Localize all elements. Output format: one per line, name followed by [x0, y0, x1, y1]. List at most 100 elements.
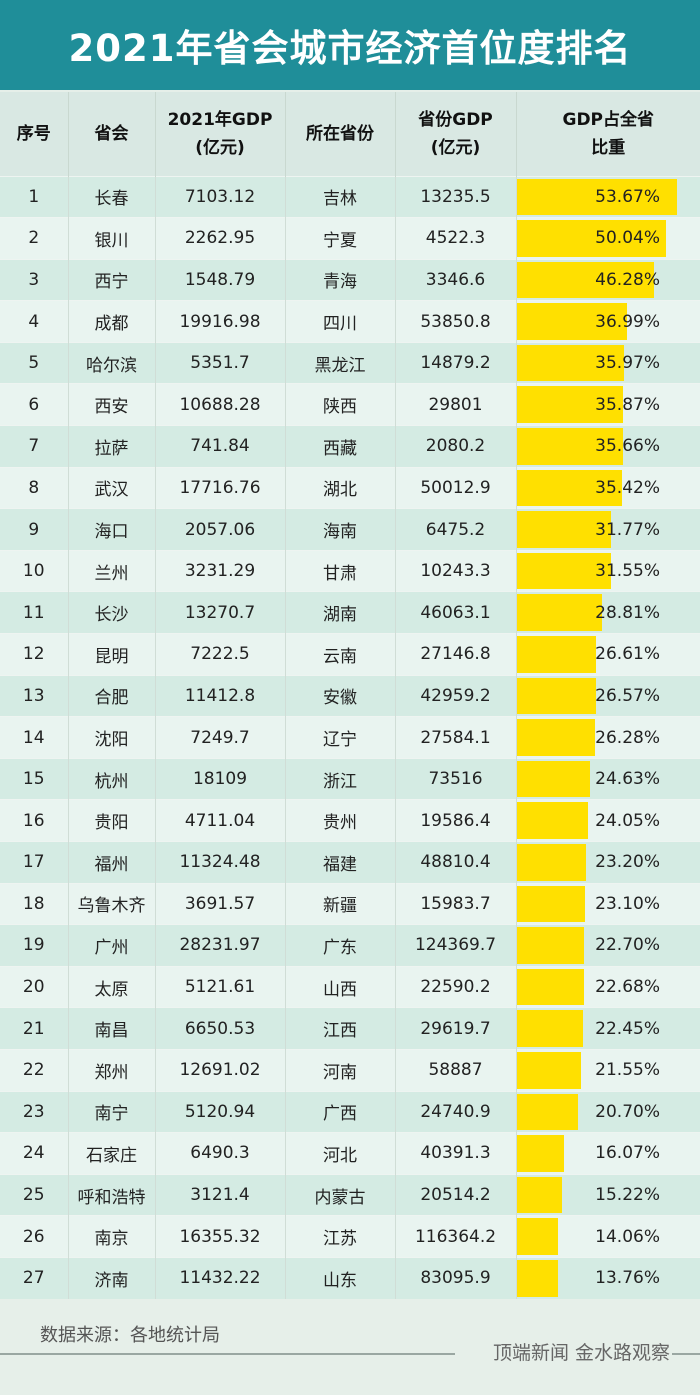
table-row: 24 石家庄 6490.3 河北 40391.3 16.07% — [0, 1132, 700, 1175]
share-label: 22.70% — [595, 935, 660, 956]
cell-gdp: 11432.22 — [155, 1256, 286, 1300]
cell-prov: 宁夏 — [285, 217, 396, 260]
cell-idx: 23 — [0, 1090, 69, 1133]
share-bar — [516, 885, 586, 923]
table-row: 17 福州 11324.48 福建 48810.4 23.20% — [0, 841, 700, 884]
cell-city: 沈阳 — [68, 716, 156, 759]
cell-pgdp: 4522.3 — [395, 217, 517, 260]
cell-pgdp: 24740.9 — [395, 1090, 517, 1133]
cell-gdp: 28231.97 — [155, 924, 286, 967]
cell-prov: 陕西 — [285, 383, 396, 426]
share-label: 35.97% — [595, 353, 660, 374]
table-row: 5 哈尔滨 5351.7 黑龙江 14879.2 35.97% — [0, 341, 700, 384]
cell-share: 53.67% — [516, 175, 700, 218]
cell-idx: 18 — [0, 882, 69, 925]
cell-city: 兰州 — [68, 549, 156, 592]
cell-pgdp: 58887 — [395, 1048, 517, 1092]
cell-idx: 26 — [0, 1215, 69, 1258]
share-label: 35.42% — [595, 477, 660, 498]
share-label: 13.76% — [595, 1268, 660, 1289]
share-bar — [516, 844, 586, 881]
cell-idx: 22 — [0, 1048, 69, 1092]
cell-pgdp: 22590.2 — [395, 965, 517, 1008]
cell-idx: 5 — [0, 341, 69, 384]
cell-city: 哈尔滨 — [68, 341, 156, 384]
cell-city: 银川 — [68, 217, 156, 260]
cell-share: 14.06% — [516, 1215, 700, 1258]
table-row: 23 南宁 5120.94 广西 24740.9 20.70% — [0, 1090, 700, 1133]
cell-idx: 20 — [0, 965, 69, 1008]
cell-city: 合肥 — [68, 674, 156, 717]
cell-pgdp: 29619.7 — [395, 1007, 517, 1050]
cell-idx: 1 — [0, 175, 69, 218]
cell-idx: 24 — [0, 1132, 69, 1175]
share-label: 22.68% — [595, 977, 660, 998]
share-bar — [516, 1093, 579, 1131]
cell-share: 21.55% — [516, 1048, 700, 1092]
share-label: 20.70% — [595, 1101, 660, 1122]
cell-gdp: 3691.57 — [155, 882, 286, 925]
brand-credit: 顶端新闻 金水路观察 — [492, 1342, 670, 1364]
cell-idx: 2 — [0, 217, 69, 260]
cell-prov: 云南 — [285, 633, 396, 676]
share-label: 46.28% — [595, 269, 660, 290]
table-row: 14 沈阳 7249.7 辽宁 27584.1 26.28% — [0, 716, 700, 759]
cell-city: 济南 — [68, 1256, 156, 1300]
cell-gdp: 3121.4 — [155, 1173, 286, 1216]
cell-prov: 福建 — [285, 841, 396, 884]
cell-city: 长春 — [68, 175, 156, 218]
cell-prov: 江西 — [285, 1007, 396, 1050]
share-label: 22.45% — [595, 1018, 660, 1039]
cell-pgdp: 14879.2 — [395, 341, 517, 384]
share-bar — [516, 760, 590, 798]
title-bar: 2021年省会城市经济首位度排名 — [0, 0, 700, 90]
table-row: 22 郑州 12691.02 河南 58887 21.55% — [0, 1048, 700, 1092]
table-row: 19 广州 28231.97 广东 124369.7 22.70% — [0, 924, 700, 967]
header-share: GDP占全省 比重 — [516, 92, 700, 176]
cell-prov: 吉林 — [285, 175, 396, 218]
table-row: 9 海口 2057.06 海南 6475.2 31.77% — [0, 508, 700, 551]
header-gdp: 2021年GDP (亿元) — [155, 92, 286, 176]
cell-gdp: 7103.12 — [155, 175, 286, 218]
table-row: 12 昆明 7222.5 云南 27146.8 26.61% — [0, 633, 700, 676]
table-row: 15 杭州 18109 浙江 73516 24.63% — [0, 757, 700, 800]
cell-share: 13.76% — [516, 1256, 700, 1300]
cell-gdp: 11412.8 — [155, 674, 286, 717]
cell-pgdp: 3346.6 — [395, 258, 517, 301]
cell-gdp: 16355.32 — [155, 1215, 286, 1258]
cell-prov: 山西 — [285, 965, 396, 1008]
share-label: 50.04% — [595, 228, 660, 249]
share-label: 14.06% — [595, 1226, 660, 1247]
share-label: 15.22% — [595, 1185, 660, 1206]
table-row: 27 济南 11432.22 山东 83095.9 13.76% — [0, 1256, 700, 1300]
cell-city: 郑州 — [68, 1048, 156, 1092]
share-bar — [516, 636, 596, 673]
cell-prov: 广西 — [285, 1090, 396, 1133]
cell-idx: 7 — [0, 425, 69, 468]
cell-idx: 27 — [0, 1256, 69, 1300]
cell-pgdp: 27146.8 — [395, 633, 517, 676]
cell-idx: 14 — [0, 716, 69, 759]
share-bar — [516, 552, 611, 590]
cell-gdp: 19916.98 — [155, 300, 286, 343]
cell-city: 广州 — [68, 924, 156, 967]
table-row: 7 拉萨 741.84 西藏 2080.2 35.66% — [0, 425, 700, 468]
cell-pgdp: 2080.2 — [395, 425, 517, 468]
cell-share: 35.42% — [516, 466, 700, 509]
header-pgdp: 省份GDP (亿元) — [395, 92, 517, 176]
cell-idx: 25 — [0, 1173, 69, 1216]
cell-city: 呼和浩特 — [68, 1173, 156, 1216]
cell-pgdp: 15983.7 — [395, 882, 517, 925]
cell-city: 西宁 — [68, 258, 156, 301]
cell-pgdp: 6475.2 — [395, 508, 517, 551]
cell-pgdp: 124369.7 — [395, 924, 517, 967]
cell-gdp: 6490.3 — [155, 1132, 286, 1175]
cell-prov: 山东 — [285, 1256, 396, 1300]
cell-city: 太原 — [68, 965, 156, 1008]
cell-city: 西安 — [68, 383, 156, 426]
cell-city: 南宁 — [68, 1090, 156, 1133]
table-row: 16 贵阳 4711.04 贵州 19586.4 24.05% — [0, 799, 700, 842]
table-row: 6 西安 10688.28 陕西 29801 35.87% — [0, 383, 700, 426]
cell-city: 海口 — [68, 508, 156, 551]
cell-city: 杭州 — [68, 757, 156, 800]
